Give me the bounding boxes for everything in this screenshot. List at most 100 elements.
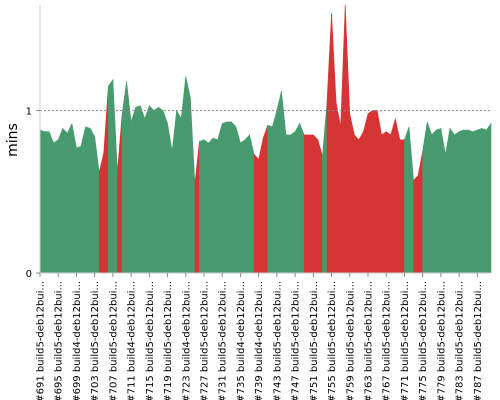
- x-tick-label: #727 build5-deb12bui...: [200, 281, 211, 400]
- x-tick-label: #739 build4-deb12bui...: [254, 281, 265, 400]
- x-tick-label: #763 build5-deb12bui...: [364, 281, 375, 400]
- build-segment-696-success: [62, 127, 68, 274]
- build-segment-722-success: [180, 76, 187, 274]
- build-segment-735-success: [240, 139, 246, 274]
- build-segment-697-success: [67, 123, 73, 274]
- build-segment-734-success: [235, 126, 241, 274]
- build-segment-717-success: [158, 106, 164, 274]
- x-tick-label: #767 build5-deb12bui...: [382, 281, 393, 400]
- build-segment-706-success: [108, 78, 114, 274]
- build-segment-755-failure: [331, 13, 337, 274]
- build-segment-758-failure: [344, 4, 351, 274]
- x-axis-ticks: #691 build5-deb12bui... #695 build5-deb12…: [36, 273, 484, 400]
- x-tick-label: #703 build5-deb12bui...: [90, 281, 101, 400]
- build-segment-730-success: [217, 123, 223, 274]
- build-segment-787-success: [477, 128, 483, 274]
- build-segment-725-failure: [194, 141, 200, 274]
- build-segment-760-failure: [354, 134, 360, 274]
- build-segment-749-failure: [303, 134, 310, 274]
- build-segment-708-failure: [117, 115, 123, 274]
- build-segment-729-success: [212, 137, 218, 274]
- build-segment-721-success: [176, 109, 182, 274]
- build-segment-784-success: [463, 129, 469, 274]
- build-segment-777-success: [431, 129, 437, 274]
- build-segment-700-success: [80, 126, 86, 274]
- build-segment-723-success: [185, 76, 191, 274]
- build-segment-783-success: [458, 129, 464, 274]
- build-segment-716-success: [153, 106, 159, 274]
- build-segment-695-success: [57, 128, 64, 274]
- build-segment-788-success: [481, 128, 487, 274]
- x-tick-label: #771 build5-deb12bui...: [400, 281, 411, 400]
- x-tick-label: #787 build5-deb12bui...: [473, 281, 484, 400]
- y-tick-label: 1: [26, 107, 32, 118]
- build-segment-752-failure: [317, 139, 323, 274]
- build-segment-756-failure: [335, 102, 341, 274]
- x-tick-label: #691 build5-deb12bui...: [36, 281, 47, 400]
- build-segment-738-failure: [253, 153, 259, 274]
- build-segment-762-failure: [363, 113, 369, 274]
- x-tick-label: #711 build4-deb12bui...: [127, 281, 138, 400]
- build-segment-786-success: [472, 129, 478, 274]
- build-segment-692-success: [44, 131, 50, 274]
- build-segment-739-failure: [258, 138, 264, 274]
- build-segment-773-failure: [413, 174, 419, 274]
- build-segment-718-success: [162, 110, 168, 274]
- build-segment-719-success: [167, 123, 173, 274]
- build-segment-775-success: [422, 121, 428, 274]
- x-tick-label: #779 build5-deb12bui...: [436, 281, 447, 400]
- x-tick-label: #715 build5-deb12bui...: [145, 281, 156, 400]
- build-segment-747-success: [294, 122, 300, 274]
- x-tick-label: #755 build5-deb12bui...: [327, 281, 338, 400]
- build-segment-691-success: [39, 129, 45, 274]
- x-tick-label: #759 build5-deb12bui...: [345, 281, 356, 400]
- build-segment-772-success: [408, 126, 414, 274]
- build-segment-780-success: [445, 128, 451, 274]
- build-segment-732-success: [226, 121, 232, 274]
- build-segment-746-success: [290, 131, 296, 274]
- build-segment-703-success: [94, 136, 100, 274]
- x-tick-label: #775 build5-deb12bui...: [418, 281, 429, 400]
- build-segment-720-success: [171, 110, 177, 274]
- build-segment-785-success: [467, 129, 474, 274]
- build-segment-765-failure: [376, 110, 382, 274]
- y-axis-title: mins: [5, 123, 21, 157]
- build-segment-782-success: [454, 131, 460, 274]
- build-segment-771-success: [404, 126, 410, 274]
- build-segment-769-failure: [395, 118, 401, 274]
- build-segment-778-success: [436, 128, 442, 274]
- build-segment-731-success: [221, 121, 228, 274]
- build-segment-701-success: [85, 126, 91, 274]
- build-segment-693-success: [48, 131, 54, 274]
- build-segment-711-success: [130, 107, 136, 274]
- x-tick-label: #723 build4-deb12bui...: [181, 281, 192, 400]
- build-segment-694-success: [53, 139, 59, 274]
- build-segment-767-failure: [385, 131, 392, 274]
- y-tick-label: 0: [26, 269, 32, 280]
- build-segment-748-success: [299, 123, 305, 274]
- x-tick-label: #731 build5-deb12bui...: [218, 281, 229, 400]
- build-segment-707-success: [112, 79, 118, 274]
- build-segment-763-failure: [367, 109, 373, 274]
- build-segment-750-failure: [308, 134, 314, 274]
- build-segment-789-success: [486, 122, 492, 274]
- build-segment-702-success: [89, 127, 95, 274]
- x-tick-label: #719 build5-deb12bui...: [163, 281, 174, 400]
- build-segment-753-success: [322, 102, 328, 274]
- build-segment-761-failure: [358, 130, 364, 274]
- build-segment-776-success: [426, 121, 433, 274]
- x-tick-label: #751 build5-deb12bui...: [309, 281, 320, 400]
- build-segment-766-failure: [381, 131, 387, 274]
- build-segment-757-failure: [340, 4, 346, 274]
- build-segment-727-success: [203, 139, 209, 274]
- build-segment-774-failure: [417, 151, 423, 274]
- build-segment-736-success: [244, 134, 250, 274]
- build-segment-743-success: [276, 91, 282, 274]
- build-segment-742-success: [272, 110, 278, 274]
- build-segment-741-success: [267, 124, 273, 274]
- x-tick-label: #747 build5-deb12bui...: [291, 281, 302, 400]
- build-segment-744-success: [281, 91, 287, 274]
- x-tick-label: #783 build5-deb12bui...: [455, 281, 466, 400]
- build-segment-713-success: [139, 105, 146, 274]
